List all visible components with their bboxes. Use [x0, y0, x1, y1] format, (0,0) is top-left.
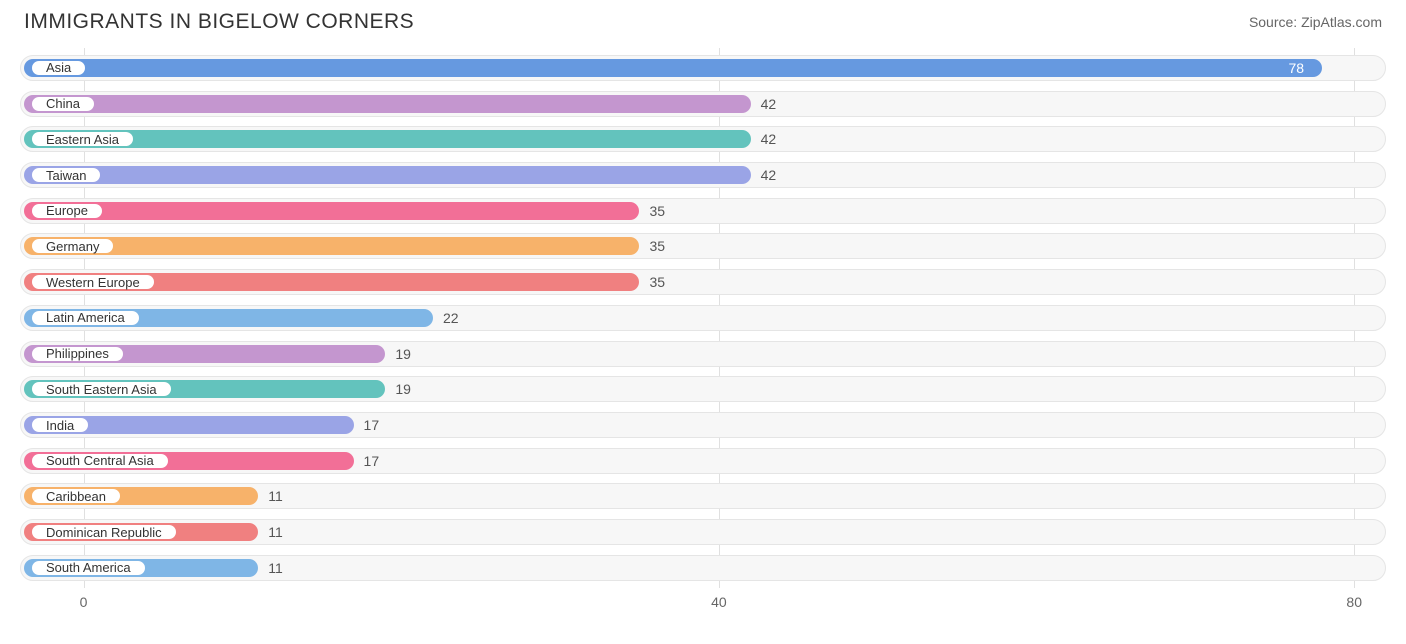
- x-axis-tick-label: 0: [80, 594, 88, 610]
- bar-row: Philippines 19: [20, 339, 1386, 369]
- bar-row: Taiwan 42: [20, 160, 1386, 190]
- bar-value-label: 35: [649, 267, 665, 297]
- bar-row: South Central Asia 17: [20, 446, 1386, 476]
- bar-value-label: 17: [364, 410, 380, 440]
- bar-value-label: 17: [364, 446, 380, 476]
- bar-value-label: 35: [649, 231, 665, 261]
- bar-category-pill: Philippines: [30, 345, 125, 363]
- bar-value-label: 35: [649, 196, 665, 226]
- bar-row: Asia 78: [20, 53, 1386, 83]
- bar-row: Latin America 22: [20, 303, 1386, 333]
- bar-row: India 17: [20, 410, 1386, 440]
- bar-category-pill: Dominican Republic: [30, 523, 178, 541]
- x-axis-tick-label: 40: [711, 594, 727, 610]
- bar-value-label: 11: [268, 481, 283, 511]
- bar-value-label: 22: [443, 303, 459, 333]
- bar-row: South Eastern Asia 19: [20, 374, 1386, 404]
- bar-value-label: 78: [1288, 53, 1304, 83]
- bar-row: Europe 35: [20, 196, 1386, 226]
- bar-category-pill: Germany: [30, 237, 115, 255]
- bar-category-pill: Caribbean: [30, 487, 122, 505]
- bar-category-pill: India: [30, 416, 90, 434]
- bar: [24, 202, 639, 220]
- bar-row: Eastern Asia 42: [20, 124, 1386, 154]
- bar-value-label: 42: [761, 160, 777, 190]
- chart-title: IMMIGRANTS IN BIGELOW CORNERS: [24, 10, 414, 34]
- bar-row: China 42: [20, 89, 1386, 119]
- chart-source: Source: ZipAtlas.com: [1249, 14, 1382, 30]
- chart-bars: Asia 78 China 42 Eastern Asia 42 Taiwan 42 Europ…: [20, 48, 1386, 588]
- bar: [24, 237, 639, 255]
- bar-category-pill: South Central Asia: [30, 452, 170, 470]
- x-axis-tick-label: 80: [1346, 594, 1362, 610]
- bar-row: Western Europe 35: [20, 267, 1386, 297]
- bar: [24, 59, 1322, 77]
- chart-header: IMMIGRANTS IN BIGELOW CORNERS Source: Zi…: [20, 10, 1386, 34]
- bar-value-label: 42: [761, 124, 777, 154]
- bar-value-label: 42: [761, 89, 777, 119]
- bar-category-pill: South Eastern Asia: [30, 380, 173, 398]
- bar: [24, 95, 751, 113]
- bar-category-pill: Asia: [30, 59, 87, 77]
- bar-row: Germany 35: [20, 231, 1386, 261]
- bar-row: Dominican Republic 11: [20, 517, 1386, 547]
- x-axis: 0 40 80: [20, 594, 1386, 618]
- bar-row: Caribbean 11: [20, 481, 1386, 511]
- bar-category-pill: China: [30, 95, 96, 113]
- bar-value-label: 19: [395, 374, 411, 404]
- bar-category-pill: South America: [30, 559, 147, 577]
- bar-row: South America 11: [20, 553, 1386, 583]
- chart-area: Asia 78 China 42 Eastern Asia 42 Taiwan 42 Europ…: [20, 48, 1386, 618]
- chart-container: IMMIGRANTS IN BIGELOW CORNERS Source: Zi…: [0, 0, 1406, 644]
- bar-category-pill: Western Europe: [30, 273, 156, 291]
- bar: [24, 166, 751, 184]
- bar-value-label: 11: [268, 553, 283, 583]
- bar-category-pill: Latin America: [30, 309, 141, 327]
- bar-value-label: 11: [268, 517, 283, 547]
- bar-category-pill: Taiwan: [30, 166, 102, 184]
- bar-category-pill: Europe: [30, 202, 104, 220]
- bar-value-label: 19: [395, 339, 411, 369]
- bar-category-pill: Eastern Asia: [30, 130, 135, 148]
